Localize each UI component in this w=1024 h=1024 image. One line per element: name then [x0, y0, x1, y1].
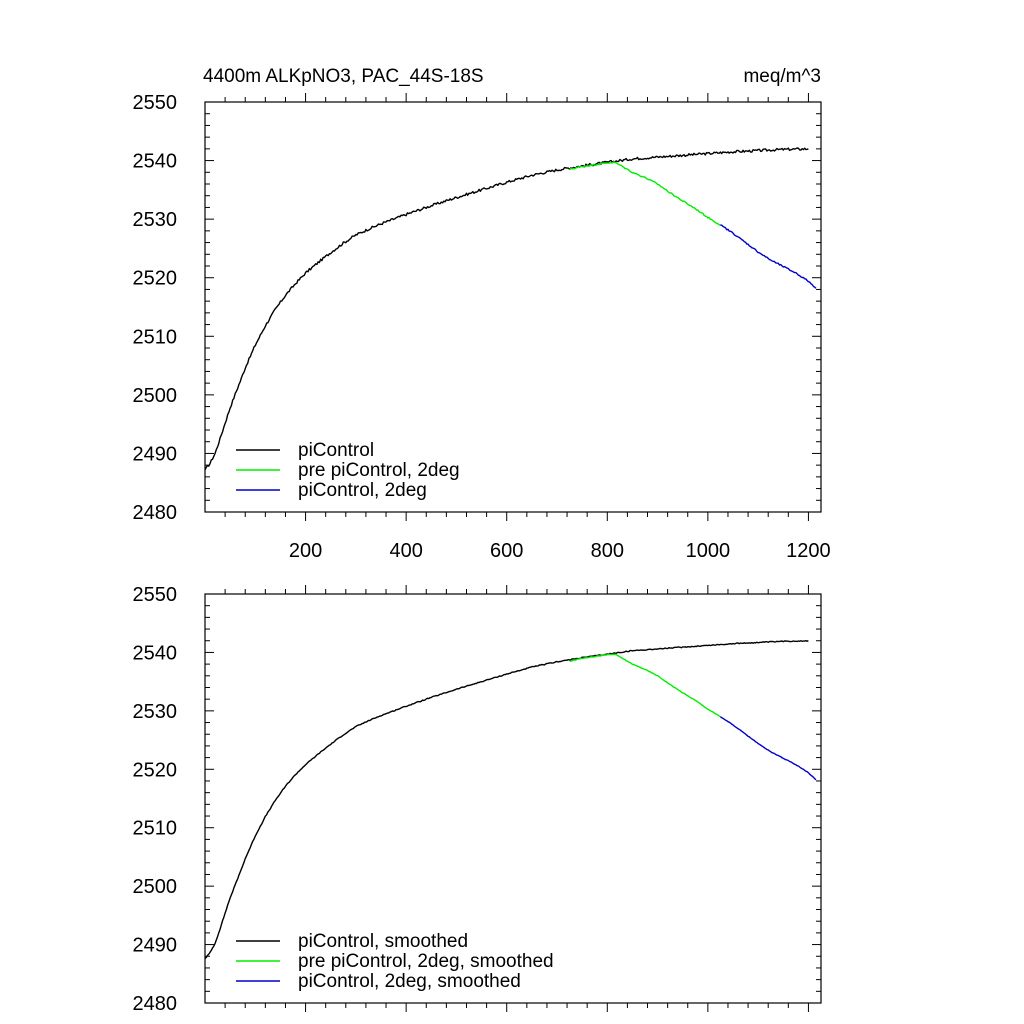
top-legend: piControl pre piControl, 2deg piControl,…	[236, 440, 460, 501]
legend-label-picontrol: piControl	[298, 440, 374, 461]
bottom-y-tick-labels: 2480 2490 2500 2510 2520 2530 2540 2550	[133, 584, 178, 1015]
top-title-left: 4400m ALKpNO3, PAC_44S-18S	[203, 66, 484, 87]
y-tick-label: 2530	[133, 701, 178, 723]
y-tick-label: 2500	[133, 876, 178, 898]
series-line-pre-picontrol-2deg-smoothed	[569, 653, 721, 718]
top-ticks	[205, 93, 821, 521]
series-line-picontrol-smoothed	[204, 640, 809, 960]
legend-label-picontrol-smoothed: piControl, smoothed	[298, 931, 468, 952]
top-x-tick-labels: 200 400 600 800 1000 1200	[289, 540, 831, 562]
top-plot-frame	[204, 101, 822, 513]
x-tick-label: 400	[389, 540, 422, 562]
bottom-panel: 2480 2490 2500 2510 2520 2530 2540 2550 piContr…	[133, 584, 822, 1015]
y-tick-label: 2520	[133, 268, 178, 290]
y-tick-label: 2490	[133, 935, 178, 957]
series-line-picontrol-2deg	[720, 224, 817, 289]
legend-label-pre-picontrol-2deg: pre piControl, 2deg	[298, 460, 460, 481]
y-tick-label: 2550	[133, 584, 178, 606]
legend-label-pre-picontrol-2deg-smoothed: pre piControl, 2deg, smoothed	[298, 951, 554, 972]
x-tick-label: 1200	[786, 540, 831, 562]
bottom-plot-frame	[204, 593, 822, 1004]
y-tick-label: 2510	[133, 326, 178, 348]
y-tick-label: 2550	[133, 92, 178, 114]
series-line-picontrol-2deg-smoothed	[719, 716, 817, 781]
y-tick-label: 2540	[133, 642, 178, 664]
x-tick-label: 1000	[686, 540, 731, 562]
series-line-pre-picontrol-2deg	[569, 161, 721, 226]
y-tick-label: 2480	[133, 993, 178, 1015]
y-tick-label: 2520	[133, 759, 178, 781]
top-y-tick-labels: 2480 2490 2500 2510 2520 2530 2540 2550	[133, 92, 178, 524]
y-tick-label: 2480	[133, 502, 178, 524]
x-tick-label: 800	[591, 540, 624, 562]
top-series-lines	[204, 147, 817, 471]
y-tick-label: 2530	[133, 209, 178, 231]
legend-label-picontrol-2deg: piControl, 2deg	[298, 480, 427, 501]
y-tick-label: 2540	[133, 151, 178, 173]
x-tick-label: 600	[490, 540, 523, 562]
x-tick-label: 200	[289, 540, 322, 562]
top-panel: 4400m ALKpNO3, PAC_44S-18S meq/m^3 24802…	[133, 66, 831, 562]
bottom-legend: piControl, smoothed pre piControl, 2deg,…	[236, 931, 554, 992]
y-tick-label: 2490	[133, 443, 178, 465]
legend-label-picontrol-2deg-smoothed: piControl, 2deg, smoothed	[298, 971, 521, 992]
top-title-right: meq/m^3	[743, 66, 821, 87]
series-line-picontrol	[204, 147, 809, 471]
y-tick-label: 2510	[133, 818, 178, 840]
y-tick-label: 2500	[133, 385, 178, 407]
bottom-series-lines	[204, 640, 817, 960]
